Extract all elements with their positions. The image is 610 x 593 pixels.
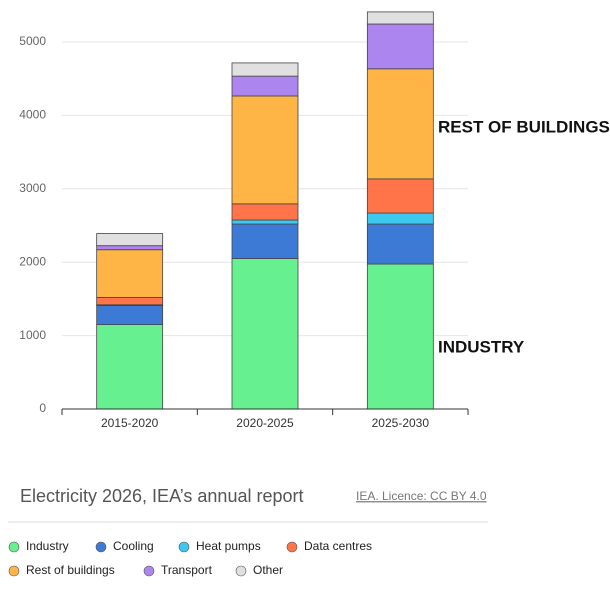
bar-segment bbox=[231, 223, 299, 259]
legend-swatch bbox=[235, 565, 247, 577]
bar-segment bbox=[231, 95, 299, 205]
bar-segment bbox=[366, 68, 434, 180]
legend-label: Data centres bbox=[304, 539, 372, 553]
legend-swatch bbox=[286, 541, 298, 553]
y-tick-label: 1000 bbox=[19, 328, 46, 342]
bar-segment bbox=[366, 263, 434, 410]
bar-segment bbox=[366, 11, 434, 25]
bar-segment bbox=[231, 75, 299, 97]
x-tick-label: 2020-2025 bbox=[236, 416, 294, 430]
y-tick-label: 0 bbox=[39, 401, 46, 415]
legend-label: Rest of buildings bbox=[26, 563, 115, 577]
legend-label: Industry bbox=[26, 539, 69, 553]
chart-title: Electricity 2026, IEA’s annual report bbox=[20, 486, 303, 506]
bar-segment bbox=[366, 23, 434, 70]
bar-segment bbox=[96, 297, 164, 306]
legend-label: Heat pumps bbox=[196, 539, 261, 553]
y-tick-label: 3000 bbox=[19, 181, 46, 195]
bar-segment bbox=[96, 305, 164, 325]
bar-segment bbox=[96, 249, 164, 298]
legend-label: Cooling bbox=[113, 539, 154, 553]
legend-label: Transport bbox=[161, 563, 213, 577]
bar-segment bbox=[366, 223, 434, 265]
legend-swatch bbox=[95, 541, 107, 553]
x-tick-label: 2015-2020 bbox=[101, 416, 159, 430]
annotation: INDUSTRY bbox=[438, 337, 525, 356]
bar-segment bbox=[366, 212, 434, 225]
legend-swatch bbox=[8, 565, 20, 577]
legend-swatch bbox=[178, 541, 190, 553]
bar-segment bbox=[96, 324, 164, 410]
bar-segment bbox=[96, 233, 164, 247]
y-tick-label: 4000 bbox=[19, 108, 46, 122]
annotation: REST OF BUILDINGS bbox=[438, 117, 610, 136]
bar-segment bbox=[366, 178, 434, 214]
bar-segment bbox=[231, 258, 299, 410]
source-link[interactable]: IEA. Licence: CC BY 4.0 bbox=[356, 489, 487, 503]
bar-segment bbox=[231, 62, 299, 77]
bar-segment bbox=[231, 203, 299, 221]
y-tick-label: 5000 bbox=[19, 34, 46, 48]
legend-swatch bbox=[8, 541, 20, 553]
x-tick-label: 2025-2030 bbox=[372, 416, 430, 430]
legend-label: Other bbox=[253, 563, 283, 577]
y-tick-label: 2000 bbox=[19, 254, 46, 268]
bar-segment bbox=[231, 219, 299, 225]
legend-swatch bbox=[143, 565, 155, 577]
bar-segment bbox=[96, 245, 164, 251]
